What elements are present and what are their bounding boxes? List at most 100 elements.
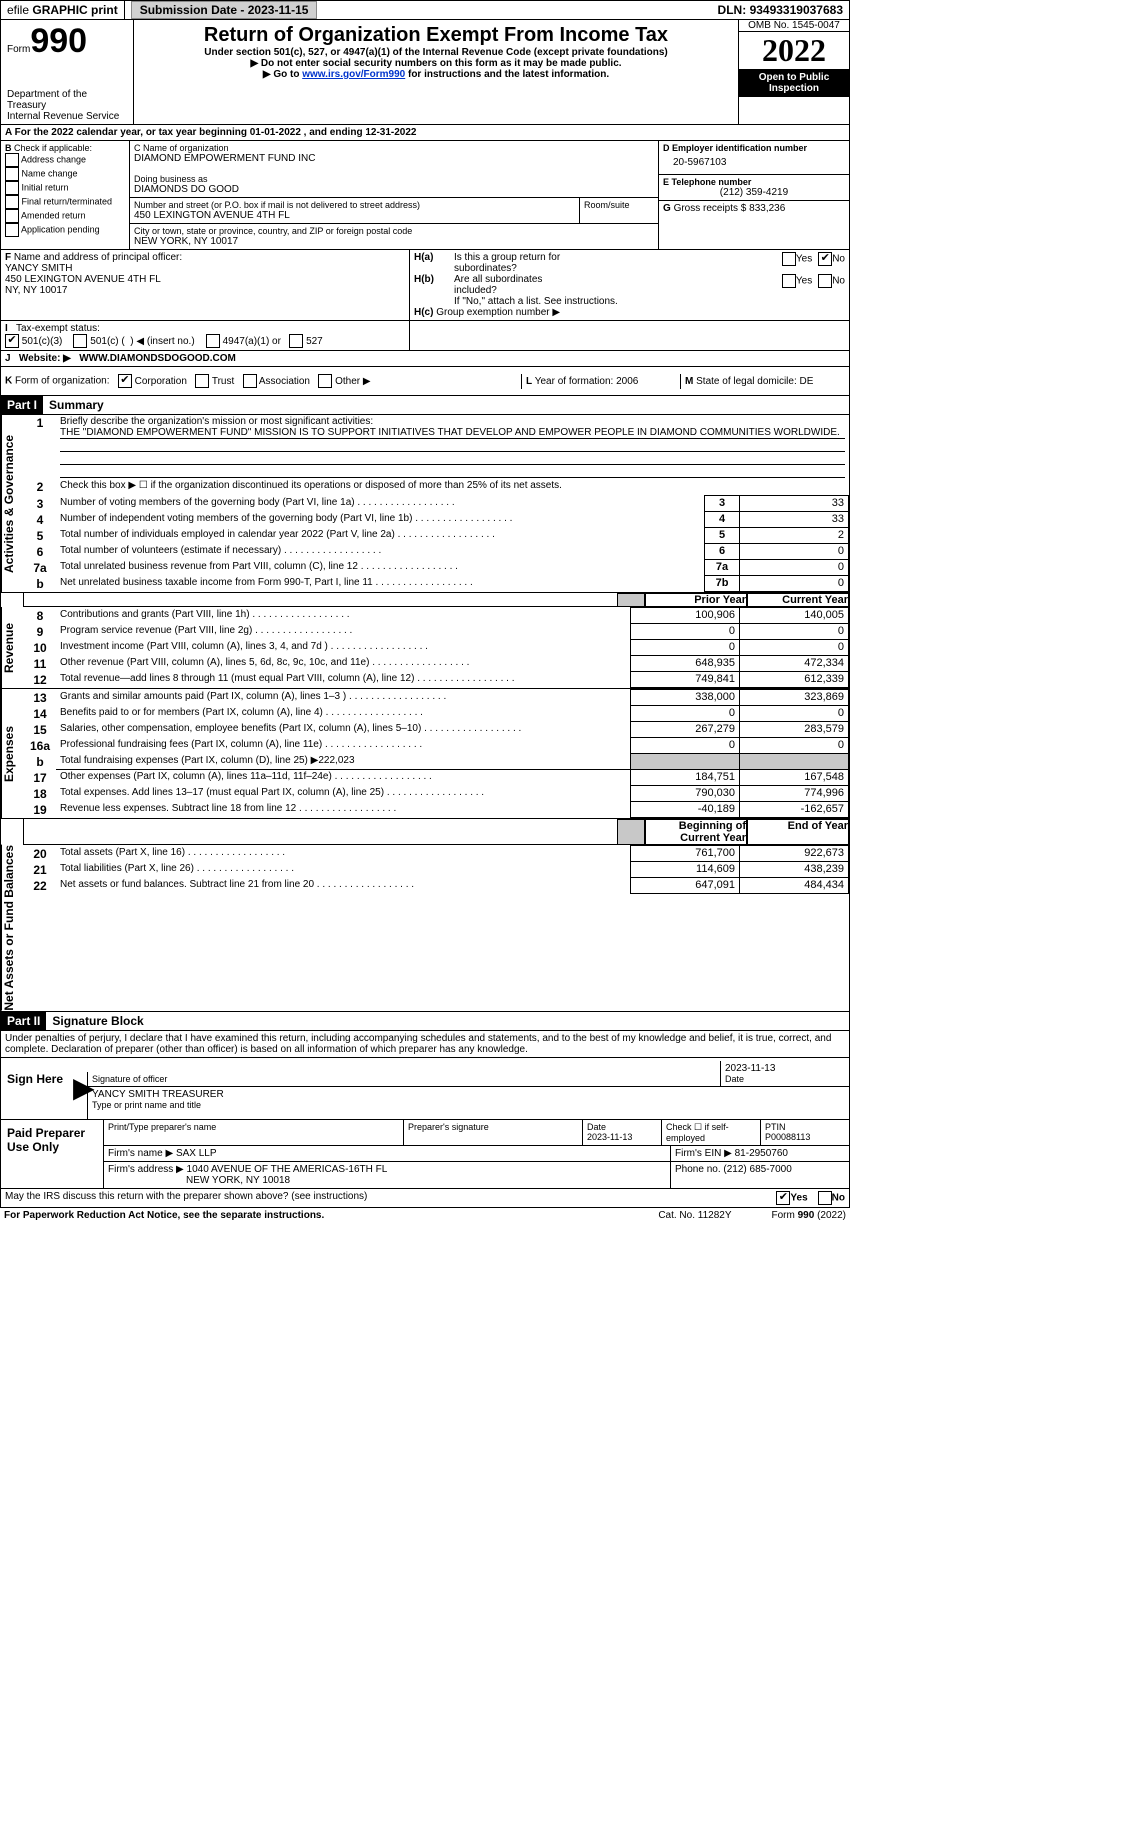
- box-k: K Form of organization: ✔ Corporation Tr…: [1, 372, 521, 390]
- city: NEW YORK, NY 10017: [134, 236, 654, 247]
- line-11-num: 11: [24, 656, 56, 672]
- line-21-prior: 114,609: [631, 862, 740, 878]
- line-14-text: Benefits paid to or for members (Part IX…: [56, 706, 631, 722]
- discuss-text: May the IRS discuss this return with the…: [5, 1191, 776, 1205]
- tax-year: 2022: [739, 32, 849, 69]
- irs-link[interactable]: www.irs.gov/Form990: [302, 69, 405, 80]
- officer-name: YANCY SMITH: [5, 263, 72, 274]
- line-6-text: Total number of volunteers (estimate if …: [56, 544, 705, 560]
- hc-text: Group exemption number ▶: [436, 307, 560, 318]
- line-11-prior: 648,935: [631, 656, 740, 672]
- chk-corp[interactable]: ✔ Corporation: [118, 376, 187, 387]
- footer: For Paperwork Reduction Act Notice, see …: [0, 1208, 850, 1223]
- chk-final-return[interactable]: Final return/terminated: [5, 195, 125, 209]
- prep-selfemp[interactable]: Check ☐ if self-employed: [662, 1120, 761, 1145]
- form-number: 990: [30, 22, 87, 60]
- top-bar: efile GRAPHIC print Submission Date - 20…: [0, 0, 850, 20]
- prep-sig-label: Preparer's signature: [404, 1120, 583, 1145]
- line-4-num: 4: [24, 512, 56, 528]
- chk-name-change[interactable]: Name change: [5, 167, 125, 181]
- phone-label: E Telephone number: [663, 177, 845, 187]
- revenue-block: Revenue 8 Contributions and grants (Part…: [0, 607, 850, 689]
- sign-block: Sign Here ▶ Signature of officer 2023-11…: [0, 1058, 850, 1120]
- line-8-prior: 100,906: [631, 608, 740, 624]
- street-label: Number and street (or P.O. box if mail i…: [134, 200, 575, 210]
- form-subtitle: Under section 501(c), 527, or 4947(a)(1)…: [138, 47, 734, 58]
- line-21-text: Total liabilities (Part X, line 26): [56, 862, 631, 878]
- form-footer: Form 990 (2022): [772, 1210, 846, 1221]
- box-b: B Check if applicable: Address change Na…: [1, 141, 130, 249]
- officer-addr2: NY, NY 10017: [5, 285, 67, 296]
- line-5-box: 5: [705, 528, 740, 544]
- expenses-block: Expenses 13 Grants and similar amounts p…: [0, 689, 850, 819]
- hb-label: H(b): [414, 274, 454, 296]
- line-9-text: Program service revenue (Part VIII, line…: [56, 624, 631, 640]
- submission-date-btn[interactable]: Submission Date - 2023-11-15: [124, 1, 324, 19]
- preparer-label: Paid Preparer Use Only: [1, 1120, 103, 1188]
- chk-trust[interactable]: Trust: [195, 376, 234, 387]
- line-16a-text: Professional fundraising fees (Part IX, …: [56, 738, 631, 754]
- line-16a-num: 16a: [24, 738, 56, 754]
- chk-initial-return[interactable]: Initial return: [5, 181, 125, 195]
- chk-4947[interactable]: 4947(a)(1) or: [206, 336, 281, 347]
- box-f: F Name and address of principal officer:…: [1, 250, 410, 320]
- line-12-curr: 612,339: [740, 672, 849, 688]
- chk-application-pending[interactable]: Application pending: [5, 223, 125, 237]
- line-15-num: 15: [24, 722, 56, 738]
- line-19-prior: -40,189: [631, 802, 740, 818]
- discuss-yes[interactable]: ✔Yes: [776, 1191, 807, 1205]
- chk-other[interactable]: Other ▶: [318, 376, 370, 387]
- hb-no[interactable]: No: [818, 274, 845, 296]
- line-14-curr: 0: [740, 706, 849, 722]
- line-7a-box: 7a: [705, 560, 740, 576]
- line-10-text: Investment income (Part VIII, column (A)…: [56, 640, 631, 656]
- line-19-curr: -162,657: [740, 802, 849, 818]
- prep-print-cell: Print/Type preparer's name: [104, 1120, 404, 1145]
- line-22-text: Net assets or fund balances. Subtract li…: [56, 878, 631, 894]
- discuss-no[interactable]: No: [818, 1191, 845, 1205]
- period-row: A For the 2022 calendar year, or tax yea…: [0, 125, 850, 141]
- line-17-prior: 184,751: [631, 770, 740, 786]
- dba-label: Doing business as: [134, 174, 654, 184]
- sidelabel-na: Net Assets or Fund Balances: [1, 845, 24, 1011]
- chk-amended-return[interactable]: Amended return: [5, 209, 125, 223]
- gross-receipts: G Gross receipts $ 833,236: [659, 201, 849, 216]
- chk-address-change[interactable]: Address change: [5, 153, 125, 167]
- line-11-text: Other revenue (Part VIII, column (A), li…: [56, 656, 631, 672]
- line-4-text: Number of independent voting members of …: [56, 512, 705, 528]
- ha-yes[interactable]: Yes: [782, 252, 812, 274]
- title-cell: Return of Organization Exempt From Incom…: [134, 20, 738, 124]
- line-15-text: Salaries, other compensation, employee b…: [56, 722, 631, 738]
- form-note-2: ▶ Go to www.irs.gov/Form990 for instruct…: [138, 69, 734, 80]
- line-17-text: Other expenses (Part IX, column (A), lin…: [56, 770, 631, 786]
- line-7b-val: 0: [740, 576, 849, 592]
- line-6-val: 0: [740, 544, 849, 560]
- line-12-num: 12: [24, 672, 56, 688]
- hb-yes[interactable]: Yes: [782, 274, 812, 296]
- dba: DIAMONDS DO GOOD: [134, 184, 654, 195]
- ha-no[interactable]: ✔No: [818, 252, 845, 274]
- line-9-prior: 0: [631, 624, 740, 640]
- chk-501c[interactable]: 501(c) ( ) ◀ (insert no.): [73, 336, 194, 347]
- org-name: DIAMOND EMPOWERMENT FUND INC: [134, 153, 654, 164]
- q1: Briefly describe the organization's miss…: [56, 415, 849, 479]
- line-3-text: Number of voting members of the governin…: [56, 496, 705, 512]
- dept-treasury: Department of the Treasury: [7, 89, 127, 111]
- sig-officer-label: Signature of officer: [87, 1072, 720, 1086]
- efile-label: efile GRAPHIC print: [1, 1, 124, 19]
- sig-date-cell: 2023-11-13 Date: [720, 1061, 849, 1086]
- prep-date-cell: Date2023-11-13: [583, 1120, 662, 1145]
- chk-527[interactable]: 527: [289, 336, 322, 347]
- form-title: Return of Organization Exempt From Incom…: [138, 24, 734, 47]
- line-b-num: b: [24, 754, 56, 770]
- line-17-num: 17: [24, 770, 56, 786]
- chk-assoc[interactable]: Association: [243, 376, 310, 387]
- line-10-curr: 0: [740, 640, 849, 656]
- line-8-num: 8: [24, 608, 56, 624]
- officer-block: F Name and address of principal officer:…: [0, 249, 850, 320]
- part2-header: Part IISignature Block: [0, 1012, 850, 1031]
- line-b-prior: [631, 754, 740, 770]
- chk-501c3[interactable]: ✔ 501(c)(3): [5, 336, 62, 347]
- line-21-curr: 438,239: [740, 862, 849, 878]
- line-3-box: 3: [705, 496, 740, 512]
